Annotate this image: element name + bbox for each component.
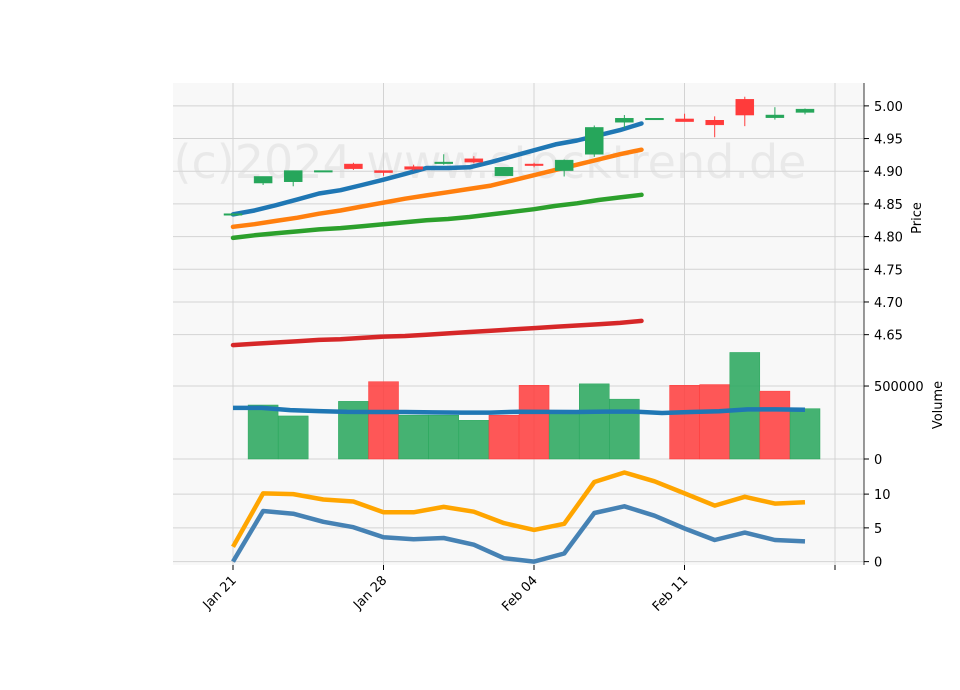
price-tick-label: 4.75 [874, 263, 903, 278]
price-series-line [230, 318, 644, 348]
candle-body [765, 114, 785, 118]
candle-body [705, 120, 724, 126]
volume-bar [699, 384, 730, 460]
candle-body [615, 118, 634, 123]
volume-bar [759, 390, 791, 460]
volume-bar [428, 414, 459, 460]
candle-body [645, 118, 664, 121]
candle-body [434, 161, 453, 164]
price-axis-title: Price [910, 202, 925, 234]
volume-bar [247, 404, 279, 460]
price-panel-background [173, 83, 864, 351]
price-tick-label: 4.95 [874, 133, 903, 148]
indicator-series-line [231, 470, 806, 548]
x-tick-label: Feb 11 [650, 573, 692, 615]
indicator-tick-label: 0 [874, 556, 882, 571]
candle-body [585, 127, 604, 155]
candle-body [464, 158, 484, 163]
candle-body [524, 163, 544, 166]
volume-bar [669, 385, 700, 460]
price-series-line [230, 121, 644, 217]
volume-axis-title: Volume [931, 381, 946, 429]
candle-body [675, 118, 694, 122]
price-panel [223, 96, 815, 348]
volume-average-line [233, 405, 806, 416]
volume-bar [518, 385, 550, 460]
price-tick-label: 5.00 [874, 100, 903, 115]
price-tick-label: 4.70 [874, 296, 903, 311]
price-series-line [230, 147, 644, 230]
grid-lines [173, 83, 864, 565]
candle-body [253, 176, 273, 184]
x-tick-label: Feb 04 [499, 573, 541, 615]
volume-bar [458, 420, 490, 460]
price-tick-label: 4.65 [874, 329, 903, 344]
volume-bar [789, 408, 821, 460]
candle-body [404, 166, 423, 170]
price-tick-label: 4.80 [874, 231, 903, 246]
volume-tick-label: 0 [874, 453, 882, 468]
indicator-series-line [231, 504, 806, 564]
volume-bar [488, 414, 520, 460]
candle-body [223, 213, 243, 216]
candle-body [494, 167, 514, 177]
candle-body [283, 170, 303, 182]
price-tick-label: 4.85 [874, 198, 903, 213]
indicator-panel [231, 470, 806, 564]
indicator-tick-label: 5 [874, 522, 882, 537]
volume-bar [548, 410, 580, 460]
price-tick-label: 4.90 [874, 165, 903, 180]
indicator-tick-label: 10 [874, 488, 891, 503]
candle-body [344, 163, 363, 169]
volume-bar [609, 398, 640, 460]
price-series-line [230, 192, 644, 241]
x-tick-label: Jan 28 [350, 573, 390, 613]
candle-body [374, 170, 393, 173]
volume-bar [579, 383, 610, 460]
volume-panel [233, 352, 821, 460]
volume-bar [729, 352, 761, 460]
candle-body [795, 108, 815, 113]
candle-body [735, 99, 755, 116]
candle-body [314, 170, 333, 173]
x-tick-label: Jan 21 [200, 573, 240, 613]
volume-tick-label: 500000 [874, 380, 924, 395]
candle-body [554, 159, 574, 171]
volume-bar [277, 415, 309, 460]
volume-bar [368, 381, 399, 460]
volume-bar [398, 414, 429, 460]
